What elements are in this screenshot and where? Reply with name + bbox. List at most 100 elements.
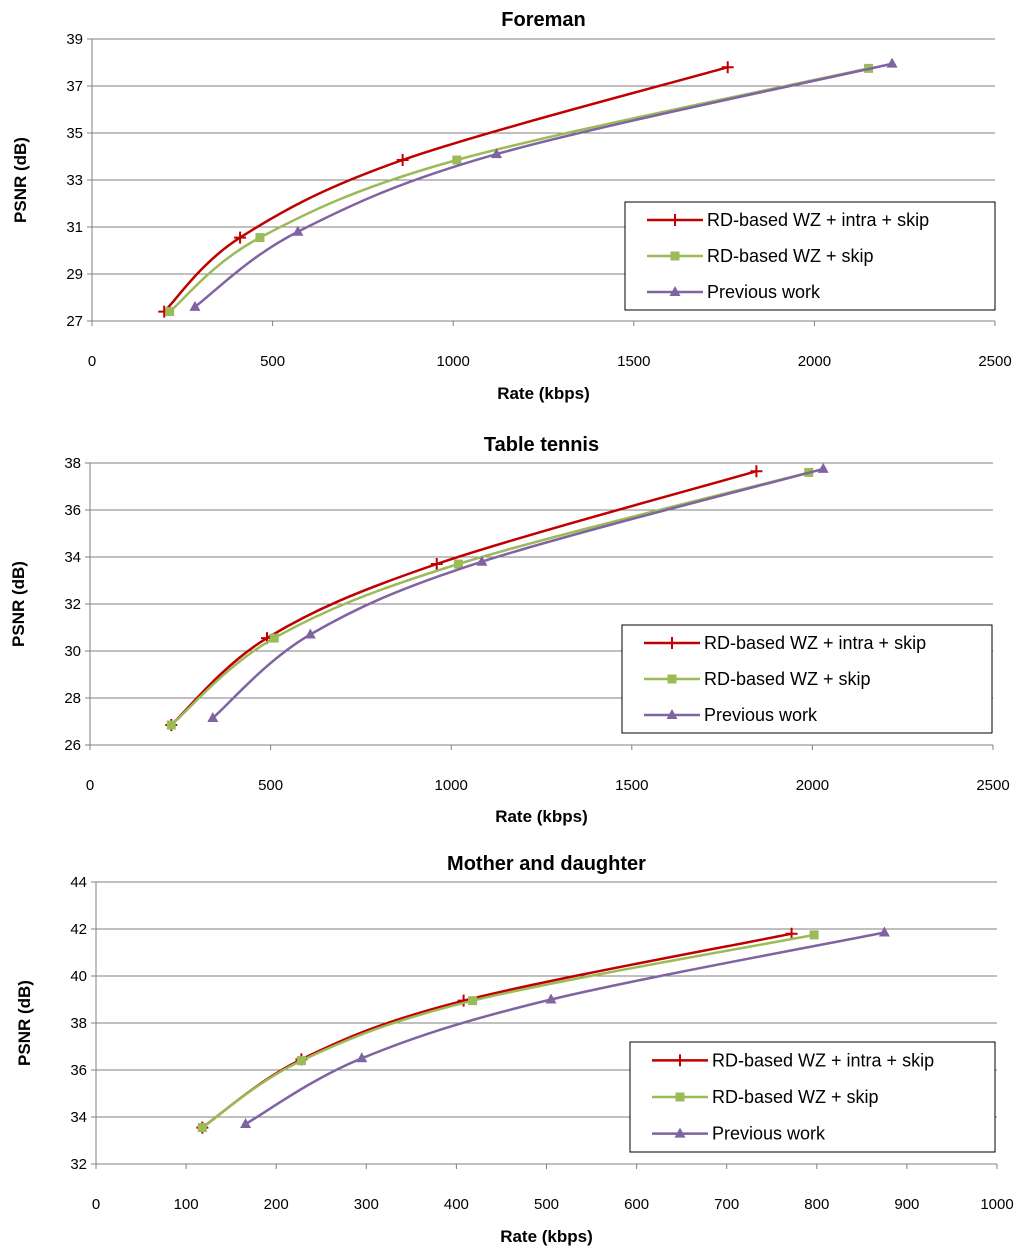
x-tick-label: 2000 <box>798 353 831 370</box>
legend-label: RD-based WZ + intra + skip <box>704 633 926 653</box>
data-point <box>304 628 316 639</box>
y-tick-label: 26 <box>64 737 81 754</box>
legend: RD-based WZ + intra + skip RD-based WZ + … <box>624 201 996 311</box>
chart-title: Table tennis <box>484 434 599 456</box>
series-line <box>170 471 810 726</box>
legend-label: RD-based WZ + skip <box>704 669 871 689</box>
x-tick-label: 2000 <box>796 777 829 794</box>
series-2 <box>197 930 819 1133</box>
y-tick-label: 34 <box>64 549 81 566</box>
x-tick-label: 1000 <box>437 353 470 370</box>
y-tick-label: 39 <box>66 31 83 48</box>
chart-2: 26 28 30 32 34 36 38 0 500 1000 1500 2000 2500 Table … <box>9 434 1010 826</box>
data-point <box>207 711 219 722</box>
data-point <box>491 148 503 159</box>
series-line <box>201 933 815 1129</box>
x-tick-label: 2500 <box>978 353 1011 370</box>
x-tick-label: 0 <box>88 353 96 370</box>
y-tick-label: 42 <box>70 921 87 938</box>
data-point <box>721 61 734 74</box>
x-tick-label: 500 <box>258 777 283 794</box>
series-line <box>163 65 729 313</box>
data-point <box>785 927 798 940</box>
legend-swatch-marker <box>675 1092 685 1102</box>
y-tick-label: 36 <box>70 1062 87 1079</box>
data-point <box>240 1118 252 1129</box>
legend: RD-based WZ + intra + skip RD-based WZ + … <box>621 624 993 734</box>
x-axis-label: Rate (kbps) <box>497 384 590 403</box>
legend-swatch-marker <box>674 1127 686 1138</box>
x-tick-label: 1000 <box>435 777 468 794</box>
legend: RD-based WZ + intra + skip RD-based WZ + … <box>629 1041 996 1153</box>
legend-label: Previous work <box>707 282 821 302</box>
series-3 <box>189 57 898 311</box>
series-line <box>168 67 869 313</box>
data-point <box>292 225 304 236</box>
data-point <box>750 465 763 478</box>
data-point <box>166 720 176 730</box>
legend-label: RD-based WZ + skip <box>707 246 874 266</box>
data-point <box>545 993 557 1004</box>
chart-3: 32 34 36 38 40 42 44 0 100 200 300 400 500 600 700 800 9… <box>15 853 1014 1246</box>
legend-swatch-marker <box>669 286 681 296</box>
data-point <box>296 1056 306 1066</box>
legend-swatch-marker <box>666 637 678 649</box>
data-point <box>234 231 247 244</box>
y-tick-label: 32 <box>64 596 81 613</box>
series-line <box>194 62 893 308</box>
series-3 <box>207 462 829 722</box>
y-axis-label: PSNR (dB) <box>15 980 34 1066</box>
data-point <box>817 462 829 473</box>
y-axis-label: PSNR (dB) <box>11 137 30 223</box>
data-point <box>476 555 488 566</box>
legend-label: Previous work <box>712 1124 826 1144</box>
data-point <box>878 926 890 937</box>
y-tick-label: 28 <box>64 690 81 707</box>
y-tick-label: 40 <box>70 968 87 985</box>
x-tick-label: 500 <box>260 353 285 370</box>
data-point <box>197 1123 207 1133</box>
y-tick-label: 36 <box>64 502 81 519</box>
x-tick-label: 100 <box>174 1196 199 1213</box>
x-tick-label: 400 <box>444 1196 469 1213</box>
x-tick-label: 500 <box>534 1196 559 1213</box>
data-point <box>430 558 443 571</box>
y-tick-label: 27 <box>66 313 83 330</box>
x-tick-label: 0 <box>92 1196 100 1213</box>
chart-title: Foreman <box>501 9 585 31</box>
series-line <box>170 469 757 726</box>
legend-swatch-marker <box>670 251 680 261</box>
y-tick-label: 29 <box>66 266 83 283</box>
chart-1: 27 29 31 33 35 37 39 0 500 1000 1500 2000 2500 Forema… <box>11 9 1012 403</box>
legend-swatch-marker <box>669 214 681 226</box>
series-3 <box>240 926 890 1129</box>
x-tick-label: 300 <box>354 1196 379 1213</box>
y-tick-label: 34 <box>70 1109 87 1126</box>
data-point <box>452 155 462 165</box>
x-axis-label: Rate (kbps) <box>495 807 588 826</box>
legend-swatch-marker <box>667 674 677 684</box>
y-tick-label: 31 <box>66 219 83 236</box>
legend-label: RD-based WZ + intra + skip <box>712 1050 934 1070</box>
x-tick-label: 1500 <box>617 353 650 370</box>
data-point <box>809 930 819 940</box>
data-point <box>396 154 409 167</box>
data-point <box>255 233 265 243</box>
y-tick-label: 30 <box>64 643 81 660</box>
data-point <box>189 300 201 311</box>
y-tick-label: 35 <box>66 125 83 142</box>
chart-title: Mother and daughter <box>447 853 646 875</box>
x-tick-label: 700 <box>714 1196 739 1213</box>
legend-swatch-marker <box>666 709 678 719</box>
x-axis-label: Rate (kbps) <box>500 1227 593 1246</box>
legend-label: Previous work <box>704 705 818 725</box>
series-line <box>211 467 824 719</box>
y-tick-label: 37 <box>66 78 83 95</box>
y-tick-label: 32 <box>70 1156 87 1173</box>
data-point <box>356 1052 368 1063</box>
y-tick-label: 38 <box>70 1015 87 1032</box>
x-tick-label: 200 <box>264 1196 289 1213</box>
y-tick-label: 33 <box>66 172 83 189</box>
y-tick-label: 44 <box>70 874 87 891</box>
